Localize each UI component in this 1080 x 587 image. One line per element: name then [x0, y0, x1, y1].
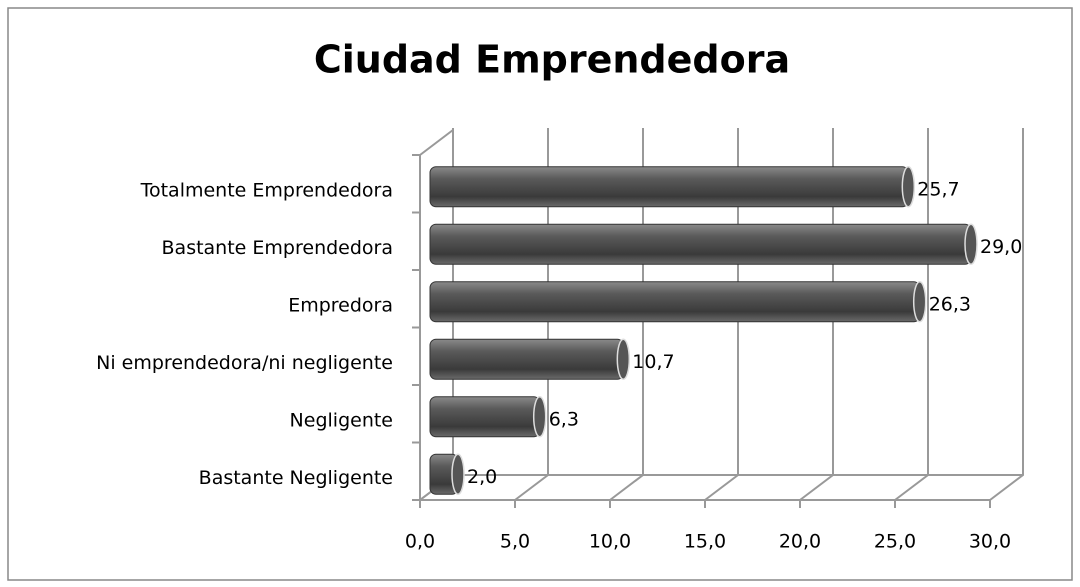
data-label: 29,0 — [980, 236, 1022, 258]
y-tick-label: Empredora — [288, 294, 393, 316]
bar-cap — [532, 396, 547, 438]
x-tick-label: 25,0 — [874, 531, 916, 553]
data-label: 25,7 — [917, 178, 959, 200]
y-tick-label: Negligente — [290, 409, 393, 431]
bar — [429, 223, 972, 265]
bar — [429, 396, 541, 438]
bar — [429, 281, 921, 323]
data-label: 26,3 — [929, 293, 971, 315]
x-tick-label: 0,0 — [405, 531, 435, 553]
bar — [429, 166, 909, 208]
bar-cap — [912, 281, 927, 323]
data-label: 2,0 — [467, 466, 497, 488]
bar-cap — [964, 223, 978, 265]
data-label: 6,3 — [549, 408, 579, 430]
y-tick-label: Bastante Emprendedora — [162, 237, 393, 259]
x-tick-label: 30,0 — [969, 531, 1011, 553]
bar-cap — [451, 453, 465, 495]
x-tick-label: 10,0 — [589, 531, 631, 553]
x-tick-label: 15,0 — [684, 531, 726, 553]
data-label: 10,7 — [632, 351, 674, 373]
bar — [429, 338, 624, 380]
x-tick-label: 5,0 — [500, 531, 530, 553]
chart-title: Ciudad Emprendedora — [314, 38, 790, 82]
y-tick-label: Bastante Negligente — [199, 467, 393, 489]
y-tick-label: Totalmente Emprendedora — [140, 179, 393, 201]
x-tick-label: 20,0 — [779, 531, 821, 553]
grid-line — [989, 128, 1024, 501]
y-tick-label: Ni emprendedora/ni negligente — [96, 352, 393, 374]
bar-cap — [901, 166, 916, 208]
bar-cap — [616, 338, 631, 380]
